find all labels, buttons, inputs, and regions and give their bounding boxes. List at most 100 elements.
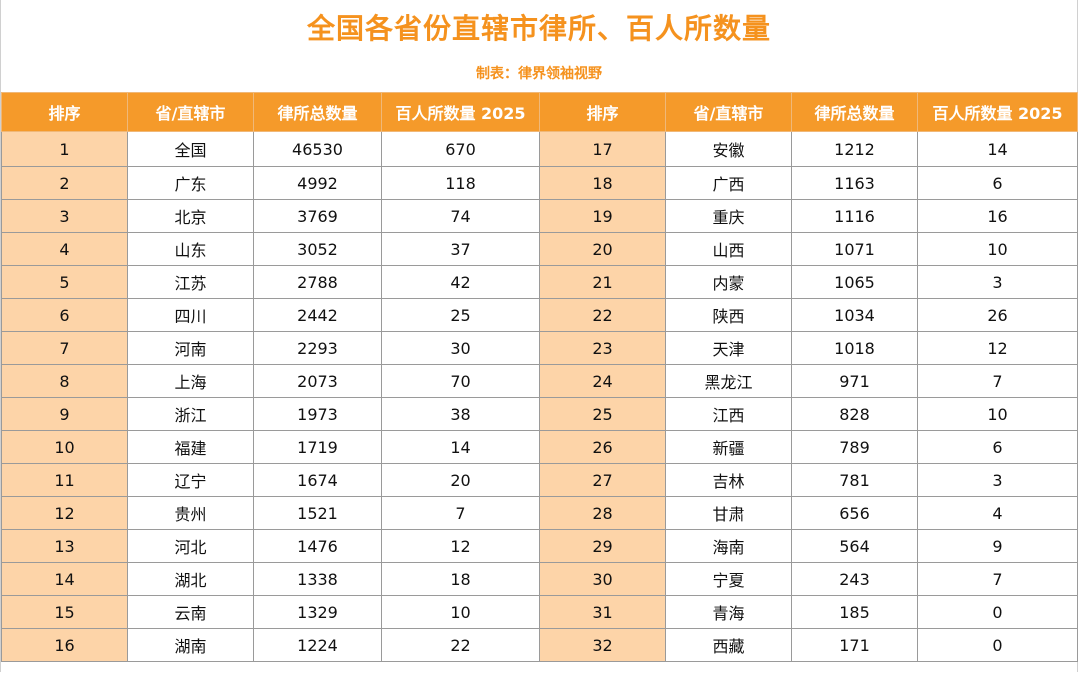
- rank-cell[interactable]: 27: [539, 463, 666, 497]
- rank-cell[interactable]: 21: [539, 265, 666, 299]
- rank-cell[interactable]: 29: [539, 529, 666, 563]
- firm-count-cell[interactable]: 781: [791, 463, 918, 497]
- province-cell[interactable]: 广东: [127, 166, 254, 200]
- hundred-firm-count-cell[interactable]: 0: [917, 628, 1078, 662]
- rank-cell[interactable]: 20: [539, 232, 666, 266]
- province-cell[interactable]: 陕西: [665, 298, 792, 332]
- hundred-firm-count-cell[interactable]: 20: [381, 463, 540, 497]
- province-cell[interactable]: 内蒙: [665, 265, 792, 299]
- province-cell[interactable]: 新疆: [665, 430, 792, 464]
- hundred-firm-count-cell[interactable]: 25: [381, 298, 540, 332]
- rank-cell[interactable]: 15: [1, 595, 128, 629]
- firm-count-cell[interactable]: 1476: [253, 529, 382, 563]
- firm-count-cell[interactable]: 1973: [253, 397, 382, 431]
- rank-cell[interactable]: 14: [1, 562, 128, 596]
- firm-count-cell[interactable]: 243: [791, 562, 918, 596]
- firm-count-cell[interactable]: 2073: [253, 364, 382, 398]
- hundred-firm-count-cell[interactable]: 18: [381, 562, 540, 596]
- firm-count-cell[interactable]: 1163: [791, 166, 918, 200]
- province-cell[interactable]: 四川: [127, 298, 254, 332]
- rank-cell[interactable]: 25: [539, 397, 666, 431]
- hundred-firm-count-cell[interactable]: 74: [381, 199, 540, 233]
- province-cell[interactable]: 福建: [127, 430, 254, 464]
- hundred-firm-count-cell[interactable]: 6: [917, 166, 1078, 200]
- firm-count-cell[interactable]: 1521: [253, 496, 382, 530]
- hundred-firm-count-cell[interactable]: 4: [917, 496, 1078, 530]
- province-cell[interactable]: 浙江: [127, 397, 254, 431]
- rank-cell[interactable]: 13: [1, 529, 128, 563]
- rank-cell[interactable]: 22: [539, 298, 666, 332]
- province-cell[interactable]: 湖南: [127, 628, 254, 662]
- rank-cell[interactable]: 3: [1, 199, 128, 233]
- firm-count-cell[interactable]: 2293: [253, 331, 382, 365]
- rank-cell[interactable]: 28: [539, 496, 666, 530]
- hundred-firm-count-cell[interactable]: 6: [917, 430, 1078, 464]
- province-cell[interactable]: 江西: [665, 397, 792, 431]
- firm-count-cell[interactable]: 4992: [253, 166, 382, 200]
- rank-cell[interactable]: 7: [1, 331, 128, 365]
- rank-cell[interactable]: 19: [539, 199, 666, 233]
- firm-count-cell[interactable]: 789: [791, 430, 918, 464]
- province-cell[interactable]: 贵州: [127, 496, 254, 530]
- hundred-firm-count-cell[interactable]: 3: [917, 265, 1078, 299]
- firm-count-cell[interactable]: 185: [791, 595, 918, 629]
- province-cell[interactable]: 吉林: [665, 463, 792, 497]
- province-cell[interactable]: 天津: [665, 331, 792, 365]
- hundred-firm-count-cell[interactable]: 0: [917, 595, 1078, 629]
- hundred-firm-count-cell[interactable]: 22: [381, 628, 540, 662]
- firm-count-cell[interactable]: 46530: [253, 131, 382, 167]
- hundred-firm-count-cell[interactable]: 7: [381, 496, 540, 530]
- province-cell[interactable]: 重庆: [665, 199, 792, 233]
- firm-count-cell[interactable]: 3769: [253, 199, 382, 233]
- province-cell[interactable]: 西藏: [665, 628, 792, 662]
- hundred-firm-count-cell[interactable]: 14: [381, 430, 540, 464]
- rank-cell[interactable]: 24: [539, 364, 666, 398]
- hundred-firm-count-cell[interactable]: 3: [917, 463, 1078, 497]
- rank-cell[interactable]: 9: [1, 397, 128, 431]
- rank-cell[interactable]: 17: [539, 131, 666, 167]
- province-cell[interactable]: 广西: [665, 166, 792, 200]
- rank-cell[interactable]: 16: [1, 628, 128, 662]
- firm-count-cell[interactable]: 1071: [791, 232, 918, 266]
- rank-cell[interactable]: 11: [1, 463, 128, 497]
- firm-count-cell[interactable]: 1338: [253, 562, 382, 596]
- firm-count-cell[interactable]: 1329: [253, 595, 382, 629]
- rank-cell[interactable]: 12: [1, 496, 128, 530]
- hundred-firm-count-cell[interactable]: 26: [917, 298, 1078, 332]
- hundred-firm-count-cell[interactable]: 10: [917, 232, 1078, 266]
- firm-count-cell[interactable]: 1719: [253, 430, 382, 464]
- hundred-firm-count-cell[interactable]: 670: [381, 131, 540, 167]
- rank-cell[interactable]: 1: [1, 131, 128, 167]
- province-cell[interactable]: 江苏: [127, 265, 254, 299]
- province-cell[interactable]: 北京: [127, 199, 254, 233]
- rank-cell[interactable]: 8: [1, 364, 128, 398]
- rank-cell[interactable]: 6: [1, 298, 128, 332]
- hundred-firm-count-cell[interactable]: 16: [917, 199, 1078, 233]
- province-cell[interactable]: 海南: [665, 529, 792, 563]
- province-cell[interactable]: 黑龙江: [665, 364, 792, 398]
- firm-count-cell[interactable]: 2442: [253, 298, 382, 332]
- firm-count-cell[interactable]: 1674: [253, 463, 382, 497]
- hundred-firm-count-cell[interactable]: 12: [381, 529, 540, 563]
- rank-cell[interactable]: 31: [539, 595, 666, 629]
- firm-count-cell[interactable]: 1116: [791, 199, 918, 233]
- hundred-firm-count-cell[interactable]: 7: [917, 562, 1078, 596]
- firm-count-cell[interactable]: 1018: [791, 331, 918, 365]
- province-cell[interactable]: 青海: [665, 595, 792, 629]
- firm-count-cell[interactable]: 1065: [791, 265, 918, 299]
- firm-count-cell[interactable]: 564: [791, 529, 918, 563]
- province-cell[interactable]: 湖北: [127, 562, 254, 596]
- province-cell[interactable]: 全国: [127, 131, 254, 167]
- firm-count-cell[interactable]: 3052: [253, 232, 382, 266]
- firm-count-cell[interactable]: 656: [791, 496, 918, 530]
- rank-cell[interactable]: 2: [1, 166, 128, 200]
- province-cell[interactable]: 甘肃: [665, 496, 792, 530]
- firm-count-cell[interactable]: 2788: [253, 265, 382, 299]
- province-cell[interactable]: 宁夏: [665, 562, 792, 596]
- hundred-firm-count-cell[interactable]: 12: [917, 331, 1078, 365]
- province-cell[interactable]: 山东: [127, 232, 254, 266]
- hundred-firm-count-cell[interactable]: 42: [381, 265, 540, 299]
- hundred-firm-count-cell[interactable]: 7: [917, 364, 1078, 398]
- firm-count-cell[interactable]: 1224: [253, 628, 382, 662]
- hundred-firm-count-cell[interactable]: 30: [381, 331, 540, 365]
